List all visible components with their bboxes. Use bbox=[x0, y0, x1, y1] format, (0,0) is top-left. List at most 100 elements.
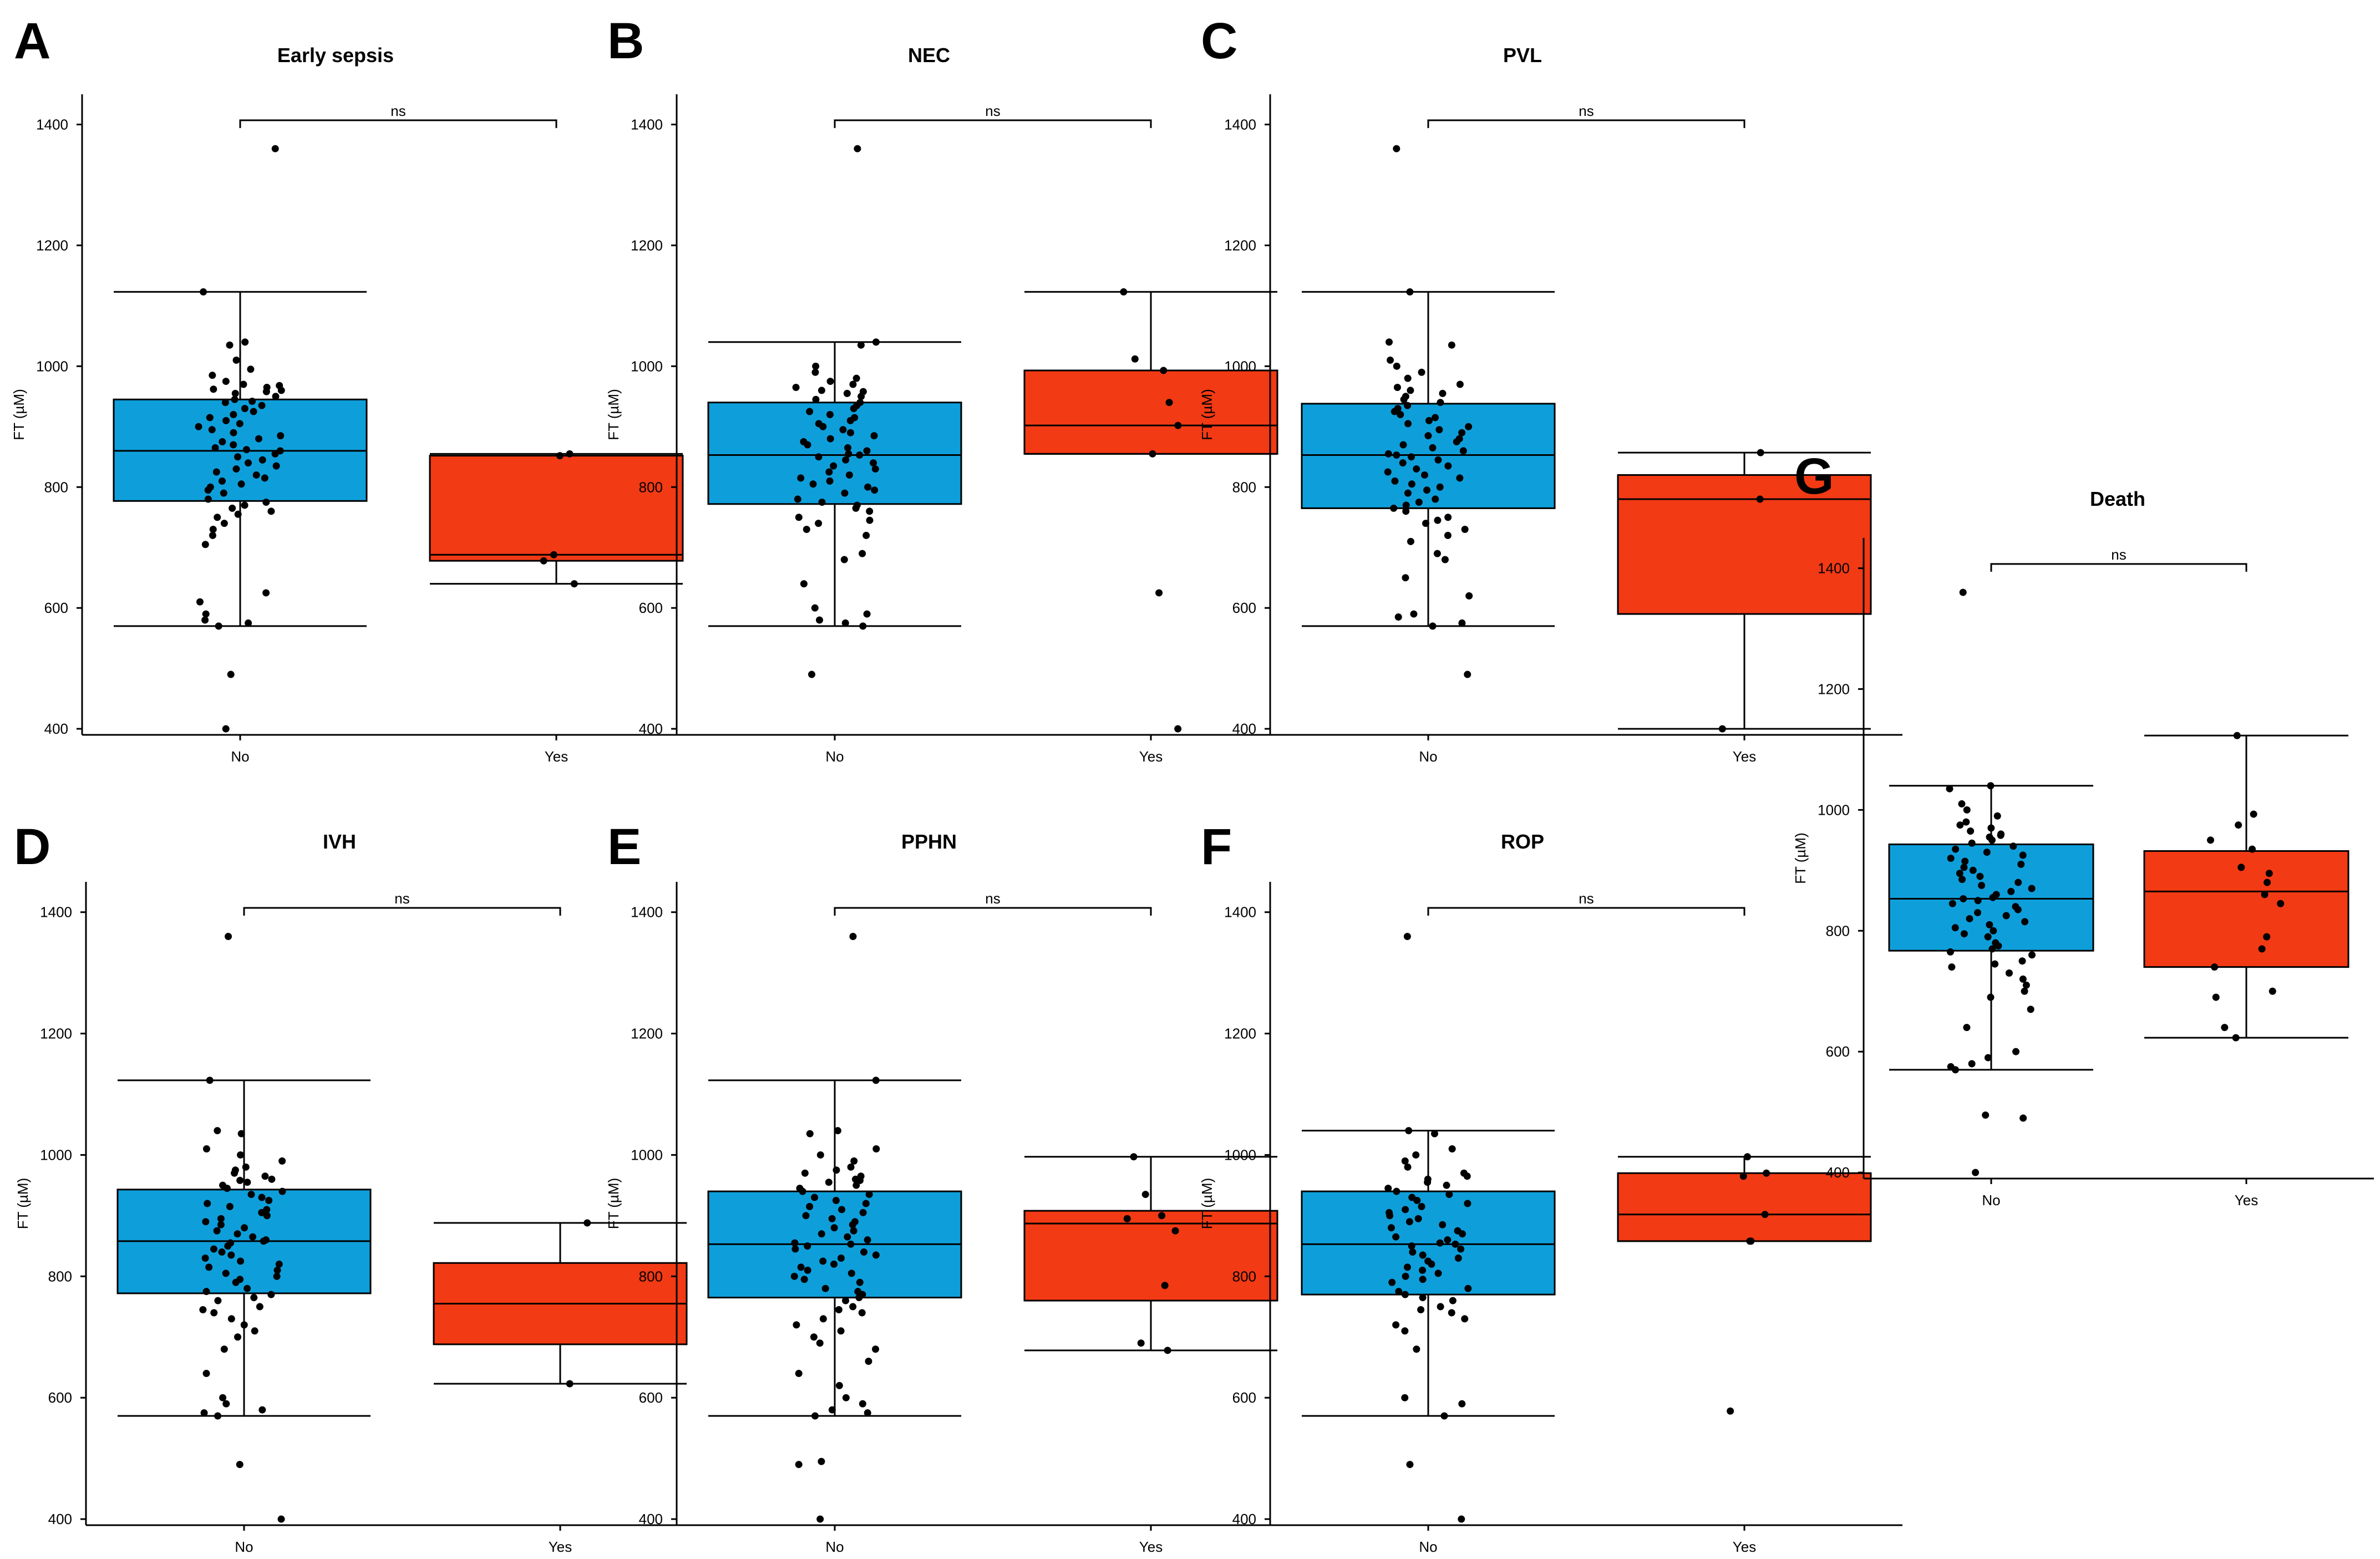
data-point bbox=[1403, 932, 1411, 940]
data-point bbox=[818, 1230, 825, 1238]
data-point bbox=[250, 408, 257, 415]
data-point bbox=[865, 1358, 872, 1365]
data-point bbox=[1409, 1248, 1417, 1256]
data-point bbox=[795, 514, 803, 521]
data-point bbox=[210, 1309, 218, 1317]
data-point bbox=[1444, 1236, 1452, 1244]
data-point bbox=[1399, 459, 1407, 467]
data-point bbox=[1393, 362, 1400, 370]
data-point bbox=[236, 1176, 244, 1184]
data-point bbox=[809, 480, 817, 488]
data-point bbox=[826, 477, 834, 485]
data-point bbox=[1408, 453, 1415, 461]
data-point bbox=[1988, 945, 1996, 953]
y-tick-label: 1000 bbox=[36, 358, 68, 374]
data-point bbox=[1458, 429, 1466, 436]
data-point bbox=[1435, 426, 1443, 434]
data-point bbox=[1458, 1230, 1466, 1238]
data-point bbox=[1757, 449, 1764, 456]
data-point bbox=[1406, 1461, 1414, 1469]
data-point bbox=[1418, 368, 1425, 376]
y-tick-label: 800 bbox=[639, 1268, 663, 1284]
data-point bbox=[258, 456, 266, 464]
data-point bbox=[849, 1303, 857, 1311]
data-point bbox=[811, 604, 819, 612]
data-point bbox=[240, 380, 247, 388]
data-point bbox=[845, 450, 852, 458]
data-point bbox=[212, 468, 220, 476]
y-tick-label: 400 bbox=[639, 1511, 663, 1527]
data-point bbox=[241, 338, 249, 346]
data-point bbox=[566, 1380, 574, 1388]
data-point bbox=[1408, 1242, 1415, 1250]
y-axis-label: FT (µM) bbox=[1199, 389, 1215, 440]
data-point bbox=[828, 1406, 836, 1414]
box-yes bbox=[1617, 1172, 1872, 1242]
data-point bbox=[196, 598, 204, 606]
data-point bbox=[1452, 1240, 1459, 1248]
data-point bbox=[271, 450, 279, 458]
data-point bbox=[1441, 556, 1449, 563]
data-point bbox=[202, 1288, 210, 1296]
data-point bbox=[818, 387, 825, 394]
data-point bbox=[808, 671, 815, 678]
data-point bbox=[1952, 1066, 1960, 1074]
data-point bbox=[1160, 367, 1168, 374]
data-point bbox=[1436, 483, 1444, 491]
data-point bbox=[232, 1278, 240, 1286]
data-point bbox=[2019, 975, 2027, 983]
y-tick-label: 800 bbox=[1232, 1268, 1256, 1284]
y-tick-label: 1400 bbox=[631, 904, 663, 921]
data-point bbox=[1387, 356, 1394, 364]
data-point bbox=[2206, 836, 2214, 844]
data-point bbox=[1972, 1169, 1980, 1176]
data-point bbox=[1440, 1412, 1448, 1420]
panel-letter: G bbox=[1794, 448, 1834, 505]
data-point bbox=[1141, 1191, 1149, 1199]
data-point bbox=[1444, 531, 1452, 539]
data-point bbox=[816, 1339, 824, 1347]
data-point bbox=[1408, 480, 1415, 488]
data-point bbox=[221, 399, 229, 407]
data-point bbox=[843, 389, 851, 397]
data-point bbox=[1982, 1111, 1990, 1119]
y-tick-label: 1400 bbox=[1818, 560, 1850, 576]
x-tick-label-no: No bbox=[235, 1538, 253, 1555]
data-point bbox=[550, 551, 557, 558]
data-point bbox=[1433, 550, 1441, 557]
data-point bbox=[825, 468, 833, 476]
data-point bbox=[866, 516, 874, 524]
data-point bbox=[217, 1215, 225, 1222]
data-point bbox=[201, 616, 209, 624]
data-point bbox=[1391, 408, 1398, 415]
data-point bbox=[2249, 845, 2256, 853]
data-point bbox=[840, 556, 848, 563]
data-point bbox=[1963, 1024, 1971, 1032]
x-tick-label-yes: Yes bbox=[1139, 748, 1163, 765]
data-point bbox=[247, 365, 255, 373]
data-point bbox=[2018, 957, 2026, 965]
data-point bbox=[2250, 810, 2257, 818]
data-point bbox=[261, 1172, 269, 1180]
data-point bbox=[1161, 1282, 1169, 1289]
data-point bbox=[1968, 839, 1976, 847]
data-point bbox=[1120, 288, 1128, 296]
significance-bracket bbox=[834, 119, 1152, 128]
data-point bbox=[830, 1224, 838, 1232]
data-point bbox=[1386, 1212, 1394, 1220]
data-point bbox=[1987, 993, 1995, 1001]
data-point bbox=[819, 423, 827, 430]
data-point bbox=[826, 435, 834, 443]
data-point bbox=[2021, 918, 2029, 926]
panel-letter: E bbox=[607, 819, 641, 875]
data-point bbox=[277, 432, 285, 440]
data-point bbox=[2021, 987, 2028, 995]
data-point bbox=[865, 1191, 873, 1199]
data-point bbox=[2269, 987, 2276, 995]
significance-label: ns bbox=[1579, 890, 1594, 907]
data-point bbox=[201, 1254, 209, 1262]
data-point bbox=[1739, 1172, 1747, 1180]
data-point bbox=[583, 1219, 591, 1227]
data-point bbox=[227, 1251, 235, 1259]
data-point bbox=[241, 405, 248, 413]
